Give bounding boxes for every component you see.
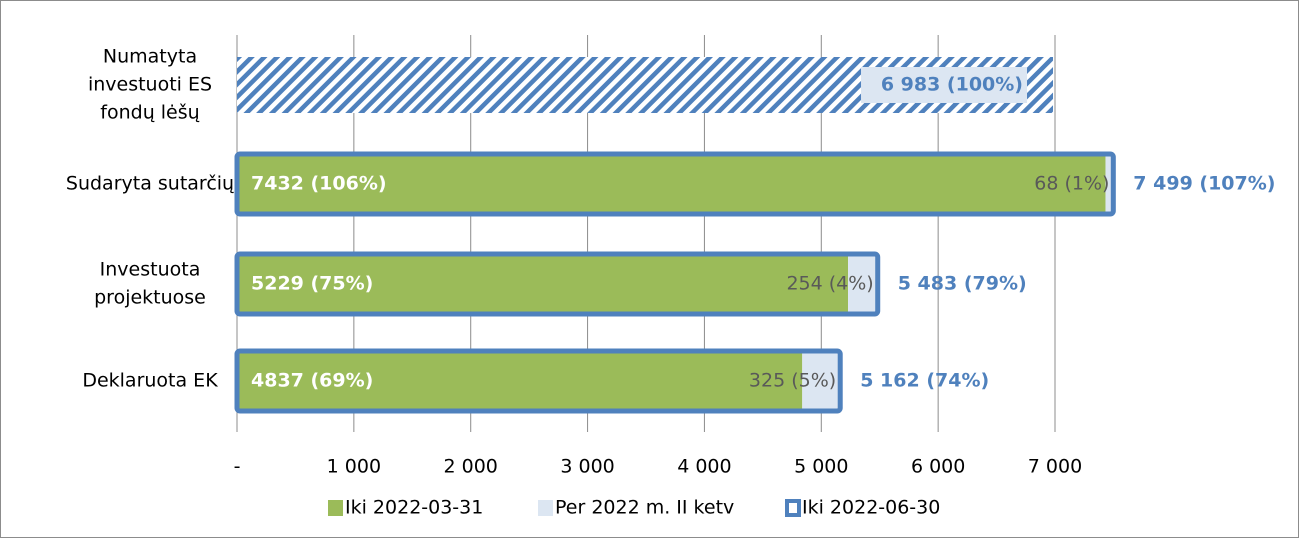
- bar-outline: [234, 151, 1116, 217]
- x-tick-label: 3 000: [560, 456, 614, 478]
- value-label: 254 (4%): [786, 273, 873, 295]
- value-label: 5 162 (74%): [860, 370, 989, 392]
- category-label: investuoti ES: [88, 74, 212, 96]
- value-label: 7432 (106%): [251, 173, 387, 195]
- value-label: 4837 (69%): [251, 370, 373, 392]
- value-label-bg: [861, 67, 1028, 103]
- bar-outline: [234, 348, 843, 414]
- legend-label: Per 2022 m. II ketv: [555, 497, 734, 519]
- category-label: Deklaruota EK: [82, 370, 218, 392]
- category-label: Numatyta: [103, 46, 197, 68]
- category-label: Investuota: [100, 259, 201, 281]
- legend-label: Iki 2022-03-31: [345, 497, 483, 519]
- value-label: 5229 (75%): [251, 273, 373, 295]
- value-label: 68 (1%): [1034, 173, 1109, 195]
- bar-segment: [848, 256, 878, 312]
- bar-segment: [237, 256, 849, 312]
- bar-outline: [234, 251, 881, 317]
- x-tick-label: 7 000: [1028, 456, 1082, 478]
- x-tick-label: 6 000: [911, 456, 965, 478]
- bar-segment: [237, 353, 803, 409]
- legend-swatch: [538, 500, 553, 516]
- category-label: projektuose: [94, 287, 206, 309]
- x-tick-label: -: [234, 456, 241, 478]
- category-label: fondų lėšų: [100, 102, 199, 124]
- x-tick-label: 4 000: [677, 456, 731, 478]
- value-label: 6 983 (100%): [881, 74, 1023, 96]
- x-tick-label: 1 000: [327, 456, 381, 478]
- category-label: Sudaryta sutarčių: [66, 173, 234, 195]
- legend-swatch: [785, 499, 801, 517]
- x-tick-label: 5 000: [794, 456, 848, 478]
- bar-segment: [802, 353, 841, 409]
- bar-segment: [237, 156, 1106, 212]
- x-tick-label: 2 000: [444, 456, 498, 478]
- value-label: 325 (5%): [749, 370, 836, 392]
- value-label: 7 499 (107%): [1133, 173, 1275, 195]
- value-label: 5 483 (79%): [898, 273, 1027, 295]
- legend-label: Iki 2022-06-30: [802, 497, 940, 519]
- bar-segment: [1105, 156, 1114, 212]
- legend-swatch: [328, 500, 343, 516]
